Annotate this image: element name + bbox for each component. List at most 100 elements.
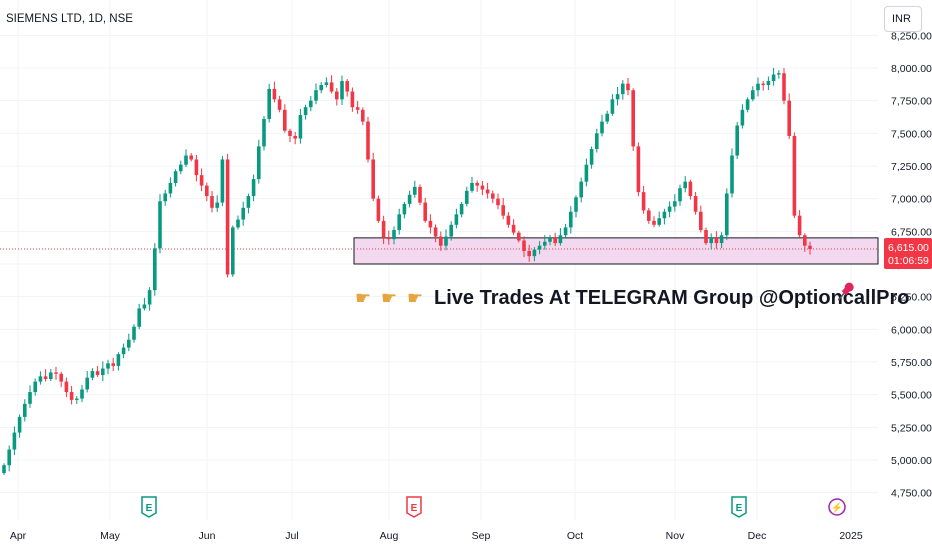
time-tick-label: Jun [199,530,216,542]
candle [43,369,48,382]
candle [610,94,615,116]
price-tick-label: 5,500.00 [891,390,932,402]
svg-text:⚡: ⚡ [831,501,843,514]
candle [12,426,17,456]
price-axis[interactable]: 4,750.00 5,000.00 5,250.00 5,500.00 5,750.00… [891,30,932,499]
candle [693,192,698,215]
candle [397,208,401,235]
candle [163,189,167,206]
candle [766,76,771,91]
time-tick-label: Jul [285,530,298,542]
candle [38,371,43,385]
candle [2,463,6,476]
svg-text:E: E [736,503,743,514]
candle [433,224,438,243]
candle [563,223,568,238]
candle [725,188,729,240]
svg-text:E: E [411,503,418,514]
candle [636,142,641,197]
pointing-hand-icon: ☛ [355,288,371,308]
candle [444,229,448,251]
candle [350,87,355,112]
dividend-event-icon[interactable]: ⚡ [828,498,846,516]
candle [418,184,422,206]
candle [335,87,339,106]
candle [283,104,287,133]
candle [168,177,173,198]
time-tick-label: Dec [748,530,767,542]
candle [730,148,734,198]
candle [236,215,240,230]
time-axis[interactable]: Apr May Jun Jul Aug Sep Oct Nov Dec 2025 [10,530,863,542]
candle [179,160,183,175]
candle [371,152,375,202]
price-tick-label: 5,250.00 [891,422,932,434]
price-tick-label: 5,000.00 [891,455,932,467]
candle [75,396,79,404]
candle [7,445,11,472]
candle [771,67,776,86]
candle [95,366,100,378]
candle [626,78,630,96]
candle [569,206,573,234]
candle [615,86,620,106]
candle [293,131,297,145]
candle [127,333,131,352]
candle [761,81,765,91]
candle [605,110,609,125]
candle [719,232,724,249]
candle [667,201,672,218]
candle [506,212,511,228]
candle [381,215,386,245]
candle [28,385,32,408]
candle [309,96,313,112]
price-tick-label: 4,750.00 [891,488,932,500]
candle [231,225,235,277]
candle [537,241,542,255]
candle [101,361,105,382]
time-tick-label: 2025 [839,530,863,542]
candle [303,104,308,120]
earnings-event-icon[interactable]: E [141,496,157,518]
price-tick-label: 6,750.00 [891,226,932,238]
candle [641,185,646,214]
candle [584,158,589,187]
candle [49,368,53,381]
time-tick-label: Sep [472,530,491,542]
currency-selector[interactable]: INR [884,6,922,32]
candle [558,228,563,246]
candle [80,384,84,403]
candle [745,97,750,113]
candle [527,244,531,262]
candle [69,385,74,405]
price-tick-label: 7,250.00 [891,161,932,173]
candle [459,201,464,218]
candle [147,287,152,311]
currency-label: INR [892,13,911,25]
candle [475,180,479,192]
time-tick-label: Oct [567,530,583,542]
candle [449,221,453,241]
svg-text:E: E [146,503,153,514]
candle [454,208,459,229]
candle [142,297,147,311]
price-tick-label: 8,250.00 [891,30,932,42]
candle [106,359,110,375]
candle [64,377,69,398]
candle [756,77,760,97]
candle [340,75,344,105]
candle [496,193,500,210]
earnings-event-icon[interactable]: E [406,496,422,518]
candle [121,343,126,359]
candle [366,117,370,163]
candle [470,176,474,193]
price-tick-label: 7,500.00 [891,128,932,140]
candle [184,149,188,168]
candle [137,303,141,330]
candle [621,80,625,100]
candle [402,201,407,219]
earnings-event-icon[interactable]: E [731,496,747,518]
candle [683,176,687,193]
candle [709,233,713,250]
